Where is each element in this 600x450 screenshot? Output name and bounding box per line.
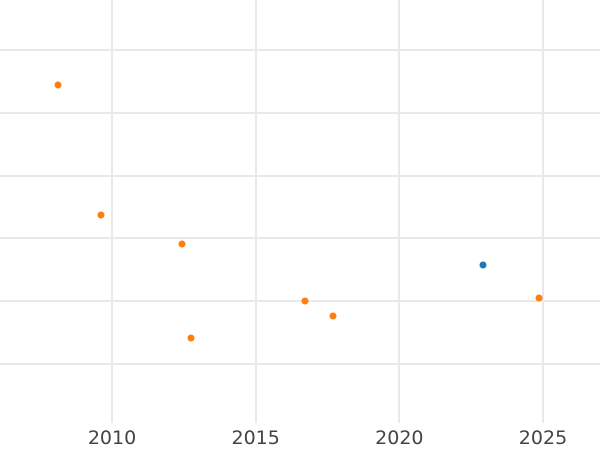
x-tick-label: 2015 [231,427,280,449]
scatter-point-orange-series [97,211,105,219]
scatter-point-orange-series [329,312,337,320]
x-gridline [541,0,544,423]
x-gridline [398,0,401,423]
scatter-point-blue-series [479,261,487,269]
scatter-point-orange-series [178,240,186,248]
x-gridline [111,0,113,423]
scatter-point-orange-series [535,294,543,302]
y-gridline [0,49,600,52]
scatter-point-orange-series [187,334,195,342]
x-tick-label: 2025 [518,427,568,449]
y-gridline [0,300,600,302]
scatter-point-orange-series [54,81,62,89]
y-gridline [0,362,600,365]
x-tick-label: 2020 [375,427,424,449]
y-gridline [0,174,600,177]
x-tick-label: 2010 [87,427,137,449]
y-gridline [0,111,600,114]
y-gridline [0,237,600,240]
x-gridline [254,0,257,423]
scatter-point-orange-series [301,297,309,305]
